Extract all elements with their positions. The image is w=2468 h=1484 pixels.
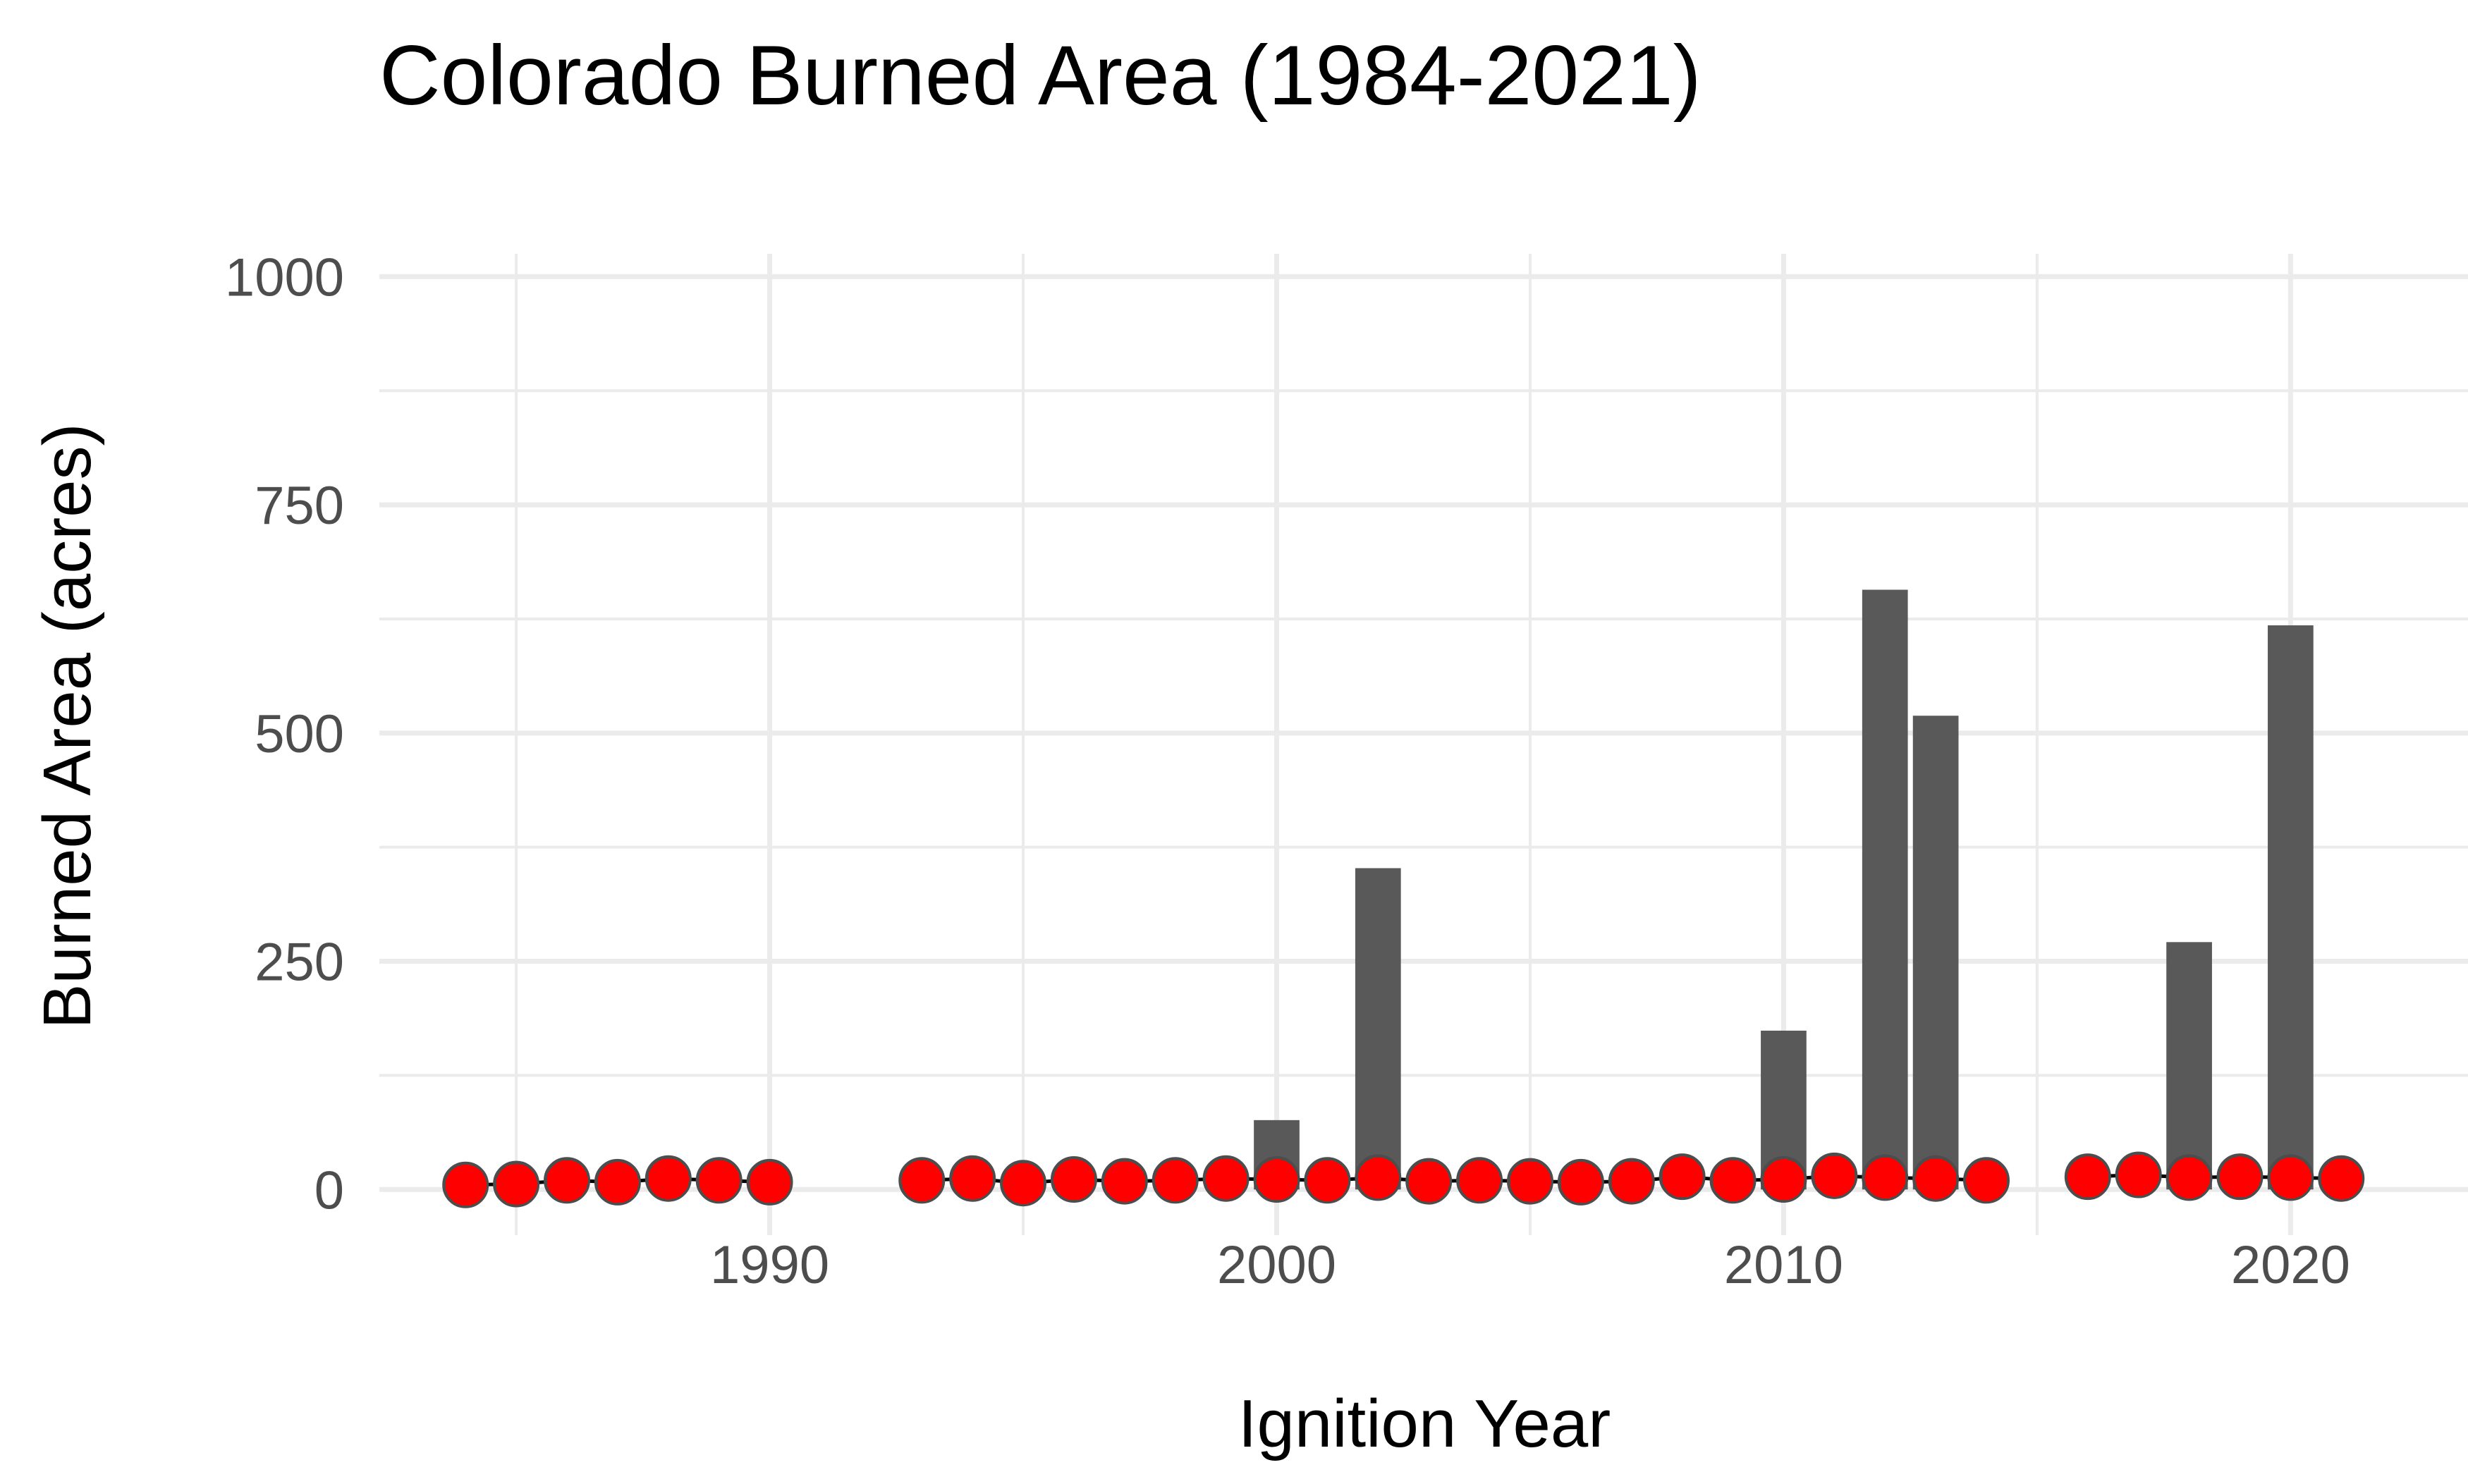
data-point [949,1155,996,1202]
bar [1355,868,1401,1190]
x-axis-label: Ignition Year [1238,1386,1611,1461]
data-point [1557,1158,1604,1206]
data-point [2216,1153,2264,1201]
y-tick-label: 0 [314,1160,344,1220]
y-axis-label: Burned Area (acres) [30,423,105,1029]
data-point [1811,1152,1858,1199]
data-point [1658,1153,1706,1201]
data-point [1253,1156,1300,1203]
data-point [1608,1158,1655,1205]
bar [2166,942,2212,1190]
y-tick-label: 500 [255,704,344,764]
bar-series [1254,589,2314,1190]
bar [1912,716,1959,1190]
y-axis-ticks: 0 250 500 750 1000 [225,247,344,1220]
x-tick-label: 2000 [1217,1235,1336,1295]
bar [2268,625,2314,1190]
data-point [898,1157,946,1204]
y-tick-label: 1000 [225,247,344,307]
data-point [1506,1158,1553,1205]
data-point [1862,1154,1909,1201]
chart-title: Colorado Burned Area (1984-2021) [379,28,1702,123]
data-point [2064,1153,2111,1201]
data-point [1101,1158,1148,1205]
data-point [746,1158,793,1206]
data-point [1760,1156,1807,1203]
data-point [442,1161,489,1208]
data-point [1050,1156,1097,1203]
x-axis-ticks: 1990 2000 2010 2020 [710,1235,2350,1295]
data-point [493,1160,540,1208]
data-point [1963,1157,2010,1204]
y-tick-label: 750 [255,476,344,536]
grid-lines [379,254,2468,1235]
data-point [645,1155,692,1202]
data-point [695,1157,743,1204]
data-point [544,1157,591,1204]
data-point [1202,1155,1250,1202]
data-point [2115,1151,2162,1198]
data-point [1709,1157,1757,1204]
data-point [594,1158,641,1206]
data-point [1000,1160,1047,1207]
y-tick-label: 250 [255,933,344,993]
x-tick-label: 2020 [2231,1235,2350,1295]
data-point [1355,1154,1402,1201]
data-point [2165,1154,2213,1201]
bar [1862,589,1908,1190]
data-point [1456,1157,1503,1204]
data-point [2318,1155,2365,1202]
data-point [1151,1157,1199,1204]
data-point [2267,1154,2314,1201]
point-series [442,1151,2365,1208]
data-point [1405,1158,1453,1205]
x-tick-label: 2010 [1724,1235,1843,1295]
data-point [1304,1157,1351,1204]
x-tick-label: 1990 [710,1235,829,1295]
data-point [1912,1155,1960,1202]
